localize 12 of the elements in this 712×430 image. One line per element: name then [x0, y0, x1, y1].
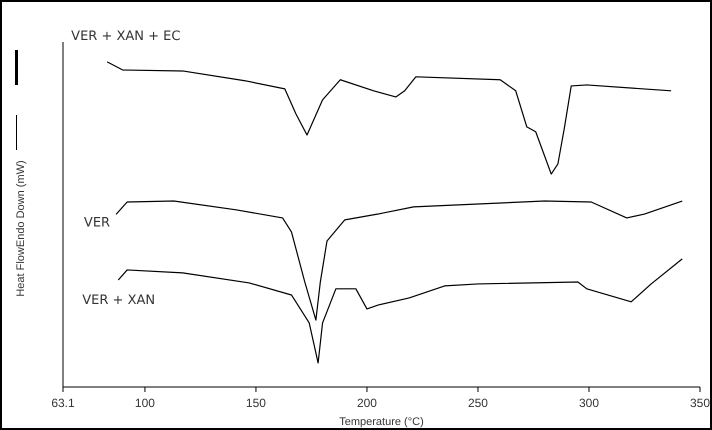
x-tick-label: 250 — [468, 396, 488, 410]
x-tick-label: 350 — [690, 396, 710, 410]
series-label: VER + XAN — [82, 293, 156, 308]
text: VER + XAN + EC — [71, 28, 180, 44]
x-tick-label: 150 — [246, 396, 266, 410]
x-tick-label: 100 — [134, 396, 156, 410]
x-tick-label: 200 — [356, 396, 378, 410]
x-axis-title: Temperature (°C) — [339, 416, 424, 428]
x-tick-label: 300 — [578, 396, 600, 410]
series-label: VER — [84, 215, 110, 230]
x-tick-label: 63.1 — [51, 396, 75, 410]
y-axis-title: Heat FlowEndo Down (mW) — [15, 160, 27, 297]
